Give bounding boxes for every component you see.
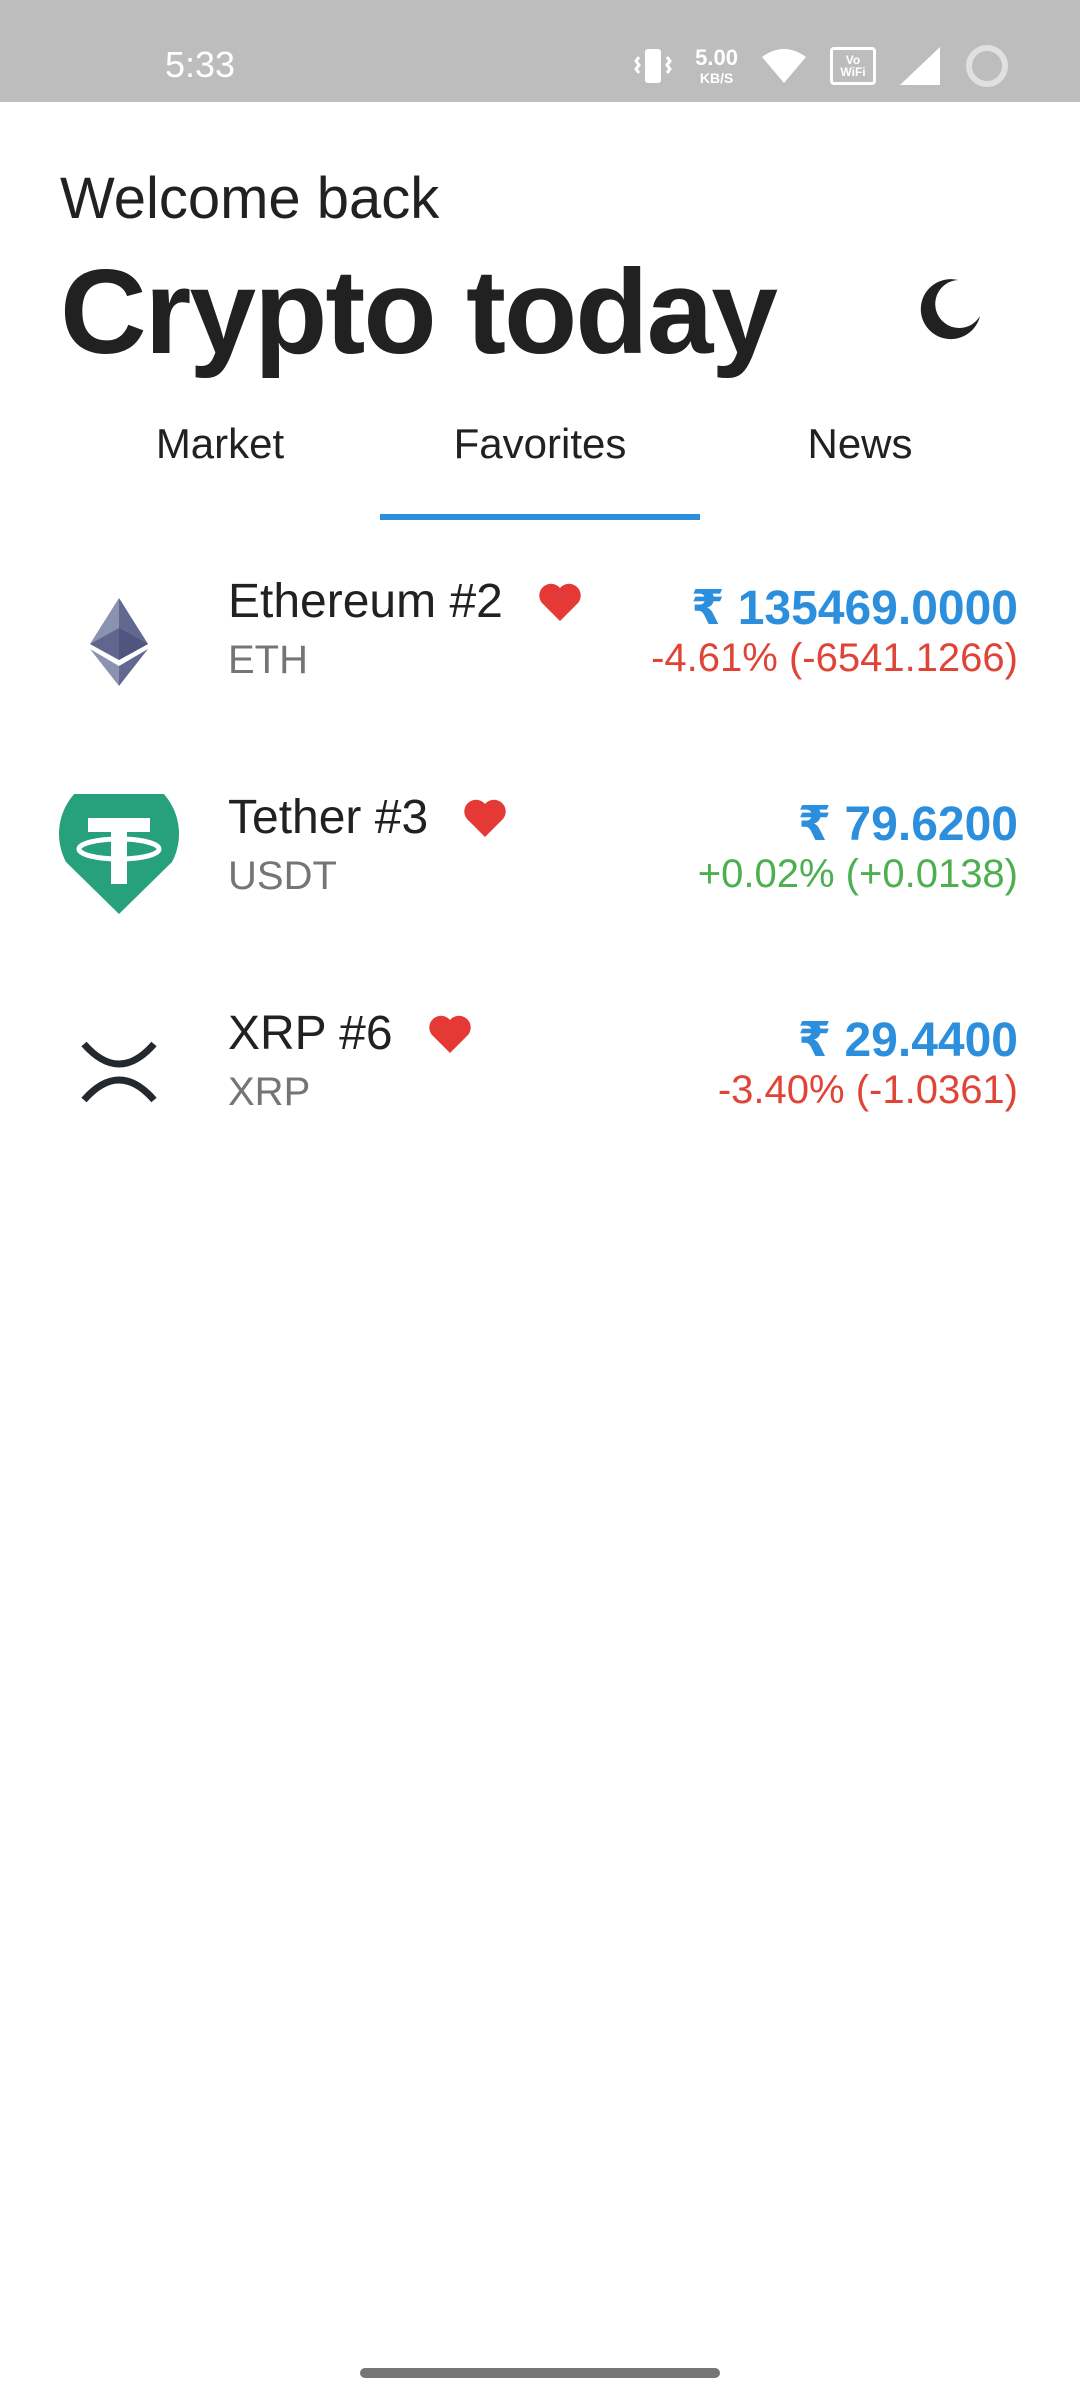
favorites-list: Ethereum #2 ETH ₹ 135469.0000 -4.61% (-6… <box>0 560 1080 1208</box>
moon-icon[interactable] <box>910 270 990 350</box>
coin-row-tether[interactable]: Tether #3 USDT ₹ 79.6200 +0.02% (+0.0138… <box>0 776 1080 992</box>
net-speed: 5.00 KB/S <box>695 45 738 86</box>
wifi-icon <box>762 49 806 83</box>
coin-change: -4.61% (-6541.1266) <box>651 636 1018 680</box>
coin-name: Ethereum #2 <box>228 574 583 629</box>
heart-icon[interactable] <box>427 1013 473 1055</box>
coin-price: ₹ 79.6200 <box>797 798 1018 851</box>
status-icons: 5.00 KB/S Vo WiFi <box>633 40 1010 92</box>
coin-change: +0.02% (+0.0138) <box>697 852 1018 896</box>
coin-name-text: XRP #6 <box>228 1007 393 1060</box>
ethereum-icon <box>90 598 148 686</box>
page-title: Crypto today <box>60 245 778 379</box>
coin-symbol: XRP <box>228 1070 311 1114</box>
header: Welcome back Crypto today <box>60 165 1020 379</box>
heart-icon[interactable] <box>462 797 508 839</box>
coin-name-text: Ethereum #2 <box>228 575 503 628</box>
vowifi-icon: Vo WiFi <box>830 47 876 85</box>
xrp-icon <box>81 1041 157 1103</box>
tab-favorites[interactable]: Favorites <box>380 400 700 520</box>
coin-name: Tether #3 <box>228 790 508 845</box>
tab-market[interactable]: Market <box>155 420 285 467</box>
coin-price: ₹ 135469.0000 <box>690 582 1018 635</box>
tab-bar: Market Favorites News <box>60 400 1020 520</box>
loading-icon <box>966 45 1008 87</box>
heart-icon[interactable] <box>537 581 583 623</box>
vowifi-label: Vo WiFi <box>840 53 866 79</box>
coin-row-xrp[interactable]: XRP #6 XRP ₹ 29.4400 -3.40% (-1.0361) <box>0 992 1080 1208</box>
signal-icon <box>900 47 940 85</box>
net-speed-unit: KB/S <box>699 70 734 86</box>
coin-symbol: USDT <box>228 854 337 898</box>
coin-name-text: Tether #3 <box>228 791 429 844</box>
status-bar: 5:33 5.00 KB/S Vo WiFi <box>0 0 1080 102</box>
gesture-nav-handle[interactable] <box>360 2368 720 2378</box>
net-speed-value: 5.00 <box>695 45 738 70</box>
status-time: 5:33 <box>165 44 236 85</box>
coin-change: -3.40% (-1.0361) <box>717 1068 1018 1112</box>
vibrate-icon <box>634 49 673 83</box>
coin-row-ethereum[interactable]: Ethereum #2 ETH ₹ 135469.0000 -4.61% (-6… <box>0 560 1080 776</box>
coin-price: ₹ 29.4400 <box>797 1014 1018 1067</box>
tab-news[interactable]: News <box>807 420 913 467</box>
coin-symbol: ETH <box>228 638 308 682</box>
welcome-text: Welcome back <box>60 166 440 231</box>
coin-name: XRP #6 <box>228 1006 473 1061</box>
tether-icon <box>59 794 179 914</box>
